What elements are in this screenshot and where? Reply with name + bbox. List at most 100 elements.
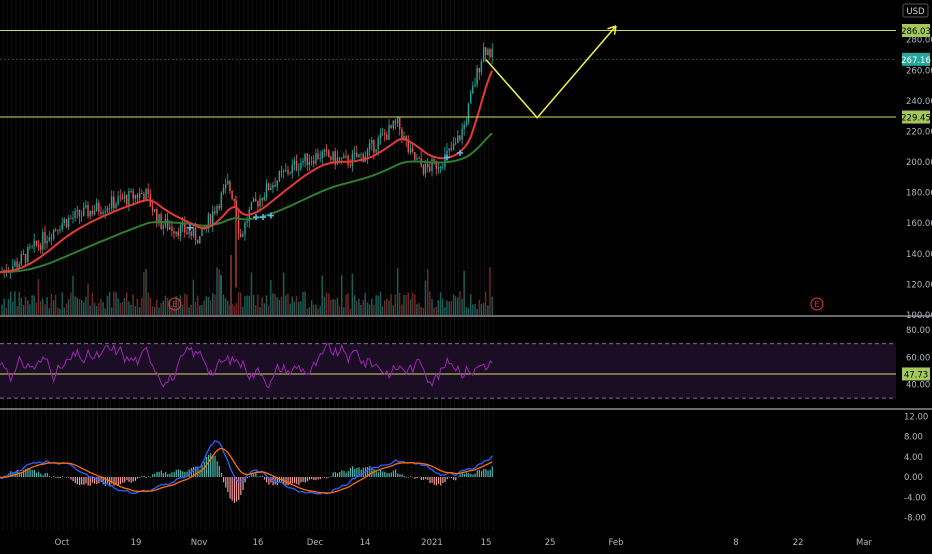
candle-body[interactable] xyxy=(61,223,63,230)
candle-body[interactable] xyxy=(255,199,257,202)
candle-body[interactable] xyxy=(218,206,220,209)
candle-body[interactable] xyxy=(401,128,403,140)
candle-body[interactable] xyxy=(310,160,313,162)
candle-body[interactable] xyxy=(442,166,444,168)
candle-body[interactable] xyxy=(375,149,377,153)
candle-body[interactable] xyxy=(104,211,106,213)
candle-body[interactable] xyxy=(399,117,401,129)
candle-body[interactable] xyxy=(482,47,485,62)
candle-body[interactable] xyxy=(59,229,61,231)
candle-body[interactable] xyxy=(18,264,20,268)
candle-body[interactable] xyxy=(70,218,72,219)
candle-body[interactable] xyxy=(194,227,197,241)
candle-body[interactable] xyxy=(474,84,476,86)
candle-body[interactable] xyxy=(323,149,326,152)
earnings-marker[interactable]: E xyxy=(168,297,182,311)
candle-body[interactable] xyxy=(76,209,78,212)
candle-body[interactable] xyxy=(257,201,259,207)
candle-body[interactable] xyxy=(392,121,394,129)
candle-body[interactable] xyxy=(270,187,272,190)
candle-body[interactable] xyxy=(457,135,459,144)
candle-body[interactable] xyxy=(317,153,319,159)
candle-body[interactable] xyxy=(74,211,76,218)
candle-body[interactable] xyxy=(166,218,169,230)
candle-body[interactable] xyxy=(119,196,121,198)
candle-body[interactable] xyxy=(55,229,57,231)
candle-body[interactable] xyxy=(63,219,65,223)
rsi-pane[interactable] xyxy=(0,343,896,399)
candle-body[interactable] xyxy=(280,171,283,173)
candle-body[interactable] xyxy=(233,199,235,201)
candle-body[interactable] xyxy=(214,211,216,214)
candle-body[interactable] xyxy=(485,47,487,56)
candle-body[interactable] xyxy=(222,188,225,193)
candle-body[interactable] xyxy=(246,221,248,223)
macd-pane[interactable] xyxy=(0,440,493,503)
candle-body[interactable] xyxy=(80,216,83,217)
candle-body[interactable] xyxy=(147,189,149,194)
candle-body[interactable] xyxy=(40,245,42,250)
candle-body[interactable] xyxy=(224,184,227,189)
candle-body[interactable] xyxy=(121,197,124,199)
candle-body[interactable] xyxy=(306,153,308,166)
candle-body[interactable] xyxy=(237,215,240,234)
candle-body[interactable] xyxy=(48,237,50,241)
candle-body[interactable] xyxy=(220,192,222,209)
candle-body[interactable] xyxy=(242,234,244,237)
candle-body[interactable] xyxy=(231,191,233,199)
candle-body[interactable] xyxy=(72,218,74,219)
candle-body[interactable] xyxy=(343,155,345,159)
candle-body[interactable] xyxy=(446,150,448,154)
candle-body[interactable] xyxy=(52,229,55,239)
candle-body[interactable] xyxy=(467,103,470,123)
candle-body[interactable] xyxy=(207,214,210,226)
candle-body[interactable] xyxy=(272,185,274,188)
candle-body[interactable] xyxy=(424,164,427,174)
candle-body[interactable] xyxy=(93,211,96,215)
candle-body[interactable] xyxy=(177,231,179,237)
candle-body[interactable] xyxy=(418,158,420,160)
candle-body[interactable] xyxy=(414,152,416,160)
candle-body[interactable] xyxy=(390,125,392,129)
candle-body[interactable] xyxy=(37,245,40,246)
candle-body[interactable] xyxy=(126,195,128,205)
candle-body[interactable] xyxy=(169,226,171,230)
candle-body[interactable] xyxy=(476,68,478,85)
candle-body[interactable] xyxy=(263,196,265,201)
candle-body[interactable] xyxy=(35,240,38,245)
candle-body[interactable] xyxy=(108,208,111,209)
candle-body[interactable] xyxy=(373,140,375,153)
candle-body[interactable] xyxy=(444,153,446,167)
candle-body[interactable] xyxy=(448,148,450,151)
candle-body[interactable] xyxy=(276,180,278,187)
candle-body[interactable] xyxy=(287,170,289,174)
candle-body[interactable] xyxy=(87,205,89,217)
candle-body[interactable] xyxy=(463,124,465,129)
candle-body[interactable] xyxy=(325,149,328,151)
candle-body[interactable] xyxy=(381,133,384,135)
candle-body[interactable] xyxy=(437,167,440,169)
candle-body[interactable] xyxy=(229,181,231,192)
candle-body[interactable] xyxy=(16,261,18,268)
candle-body[interactable] xyxy=(138,193,141,198)
candle-body[interactable] xyxy=(478,68,480,73)
candle-body[interactable] xyxy=(44,232,46,244)
candle-body[interactable] xyxy=(291,164,293,173)
candle-body[interactable] xyxy=(42,232,44,250)
candle-body[interactable] xyxy=(360,153,362,155)
candle-body[interactable] xyxy=(431,159,433,172)
candle-body[interactable] xyxy=(491,48,493,57)
candle-body[interactable] xyxy=(106,208,109,212)
candle-body[interactable] xyxy=(46,240,48,244)
candle-body[interactable] xyxy=(83,207,85,217)
candle-body[interactable] xyxy=(439,167,442,168)
candle-body[interactable] xyxy=(188,231,190,234)
candle-body[interactable] xyxy=(295,160,298,170)
candle-body[interactable] xyxy=(349,165,351,166)
candle-body[interactable] xyxy=(102,212,104,214)
candle-body[interactable] xyxy=(24,254,27,263)
candle-body[interactable] xyxy=(472,85,474,94)
